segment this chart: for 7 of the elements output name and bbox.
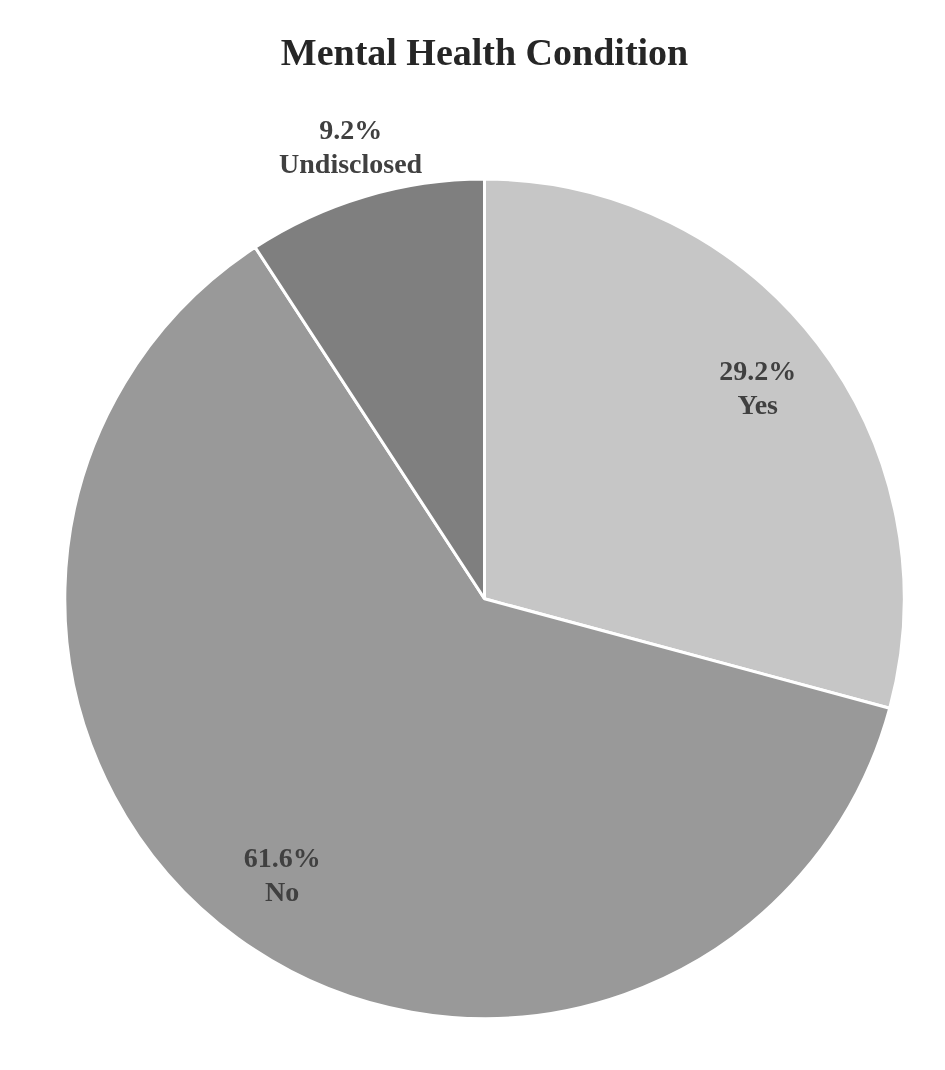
- data-label: 61.6%: [243, 842, 321, 874]
- data-label: 9.2%: [319, 113, 383, 145]
- slice-label: No: [265, 876, 300, 908]
- slice-label: Yes: [737, 388, 779, 420]
- data-label: 29.2%: [719, 354, 797, 386]
- slice-label: Undisclosed: [279, 147, 423, 179]
- chart-title: Mental Health Condition: [280, 30, 689, 73]
